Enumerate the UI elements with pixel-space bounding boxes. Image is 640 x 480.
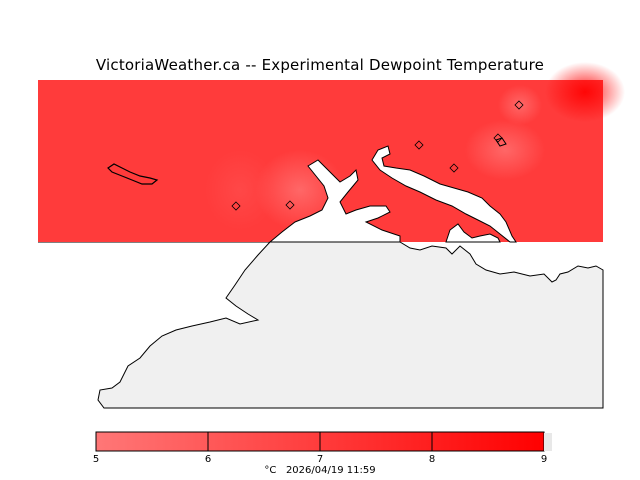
station-marker[interactable] [285,200,295,210]
legend-unit: °C [264,465,277,476]
legend-tick-label: 9 [540,454,548,465]
station-marker[interactable] [231,201,241,211]
field-hot-ne [545,62,625,122]
legend-caption: °C 2026/04/19 11:59 [0,465,640,476]
legend-tick-label: 6 [204,454,212,465]
station-marker[interactable] [493,133,503,143]
ne-islet [495,137,507,147]
north-shore [371,145,517,243]
map-title: VictoriaWeather.ca -- Experimental Dewpo… [95,56,545,74]
station-marker[interactable] [414,140,424,150]
legend-tick-label: 7 [316,454,324,465]
legend-timestamp: 2026/04/19 11:59 [285,465,376,476]
west-island [107,163,159,185]
station-marker[interactable] [449,163,459,173]
legend-tick-label: 5 [92,454,100,465]
inlet-shore [445,223,501,243]
station-markers [231,100,524,211]
peninsula [268,159,401,243]
station-marker[interactable] [514,100,524,110]
field-cool-east [465,120,545,180]
legend-tick-lines [207,432,433,451]
land-area [38,241,604,409]
legend-tick-label: 8 [428,454,436,465]
field-mid-west [205,150,275,230]
legend-bar-shadow [544,433,552,451]
field-mid-ne [498,85,542,125]
